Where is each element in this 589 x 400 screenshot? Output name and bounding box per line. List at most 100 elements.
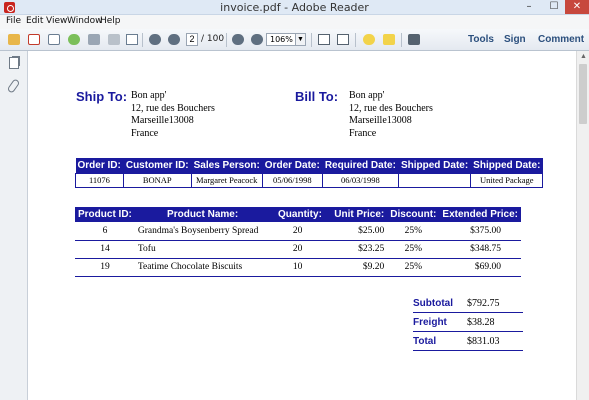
subtotal-row: Subtotal $792.75 [413, 294, 523, 313]
adobe-reader-icon [4, 2, 15, 13]
order-row: 11076 BONAP Margaret Peacock 05/06/1998 … [75, 172, 544, 188]
freight-value: $38.28 [467, 317, 495, 328]
product-cell: 25% [387, 240, 440, 259]
tools-button[interactable]: Tools [468, 34, 494, 45]
previous-page-icon[interactable] [147, 32, 163, 47]
expand-icon[interactable] [406, 32, 422, 47]
title-bar: invoice.pdf - Adobe Reader – ☐ ✕ [0, 0, 589, 15]
ship-to-line: France [131, 127, 159, 139]
maximize-button[interactable]: ☐ [549, 1, 559, 12]
email-icon[interactable] [124, 32, 140, 47]
toolbar-separator [355, 33, 356, 47]
order-header: Order Date: [262, 158, 323, 173]
page-number-input[interactable]: 2 [186, 33, 198, 46]
menu-edit[interactable]: Edit [26, 16, 44, 26]
bill-to-heading: Bill To: [295, 89, 339, 104]
bill-to-line: Marseille13008 [349, 115, 412, 126]
bill-to-address: Bon app' 12, rue des Bouchers Marseille1… [349, 90, 433, 140]
product-cell: 25% [387, 222, 440, 241]
page-total: / 100 [201, 34, 225, 44]
product-row: 19 Teatime Chocolate Biscuits 10 $9.20 2… [75, 258, 521, 277]
menu-help[interactable]: Help [100, 16, 121, 26]
order-header: Customer ID: [123, 158, 192, 173]
product-cell: $69.00 [439, 258, 521, 277]
window-title: invoice.pdf - Adobe Reader [220, 1, 369, 14]
product-header: Extended Price: [439, 207, 521, 222]
total-value: $831.03 [467, 336, 500, 347]
edit-icon[interactable] [46, 32, 62, 47]
scroll-up-icon[interactable]: ▲ [580, 53, 587, 60]
attachments-icon[interactable] [6, 78, 21, 94]
order-cell: Margaret Peacock [190, 172, 263, 188]
comment-button[interactable]: Comment [538, 34, 585, 45]
open-icon[interactable] [6, 32, 22, 47]
product-header: Quantity: [270, 207, 325, 222]
toolbar-separator [142, 33, 143, 47]
product-header: Discount: [387, 207, 440, 222]
print-icon[interactable] [106, 32, 122, 47]
order-cell: 05/06/1998 [261, 172, 323, 188]
zoom-out-icon[interactable] [230, 32, 246, 47]
order-cell [397, 172, 472, 188]
navigation-pane [0, 51, 28, 400]
zoom-in-icon[interactable] [249, 32, 265, 47]
close-button[interactable]: ✕ [565, 0, 589, 14]
comment-note-icon[interactable] [361, 32, 377, 47]
menu-view[interactable]: View [46, 16, 68, 26]
ship-to-line: Bon app' [131, 90, 167, 101]
ship-to-address: Bon app' 12, rue des Bouchers Marseille1… [131, 90, 215, 140]
product-cell: 6 [75, 222, 135, 241]
vertical-scrollbar[interactable]: ▲ [576, 51, 589, 400]
order-header: Required Date: [322, 158, 399, 173]
order-header: Shipped Date: [398, 158, 472, 173]
minimize-button[interactable]: – [526, 1, 532, 12]
order-header: Sales Person: [191, 158, 263, 173]
product-cell: $9.20 [324, 258, 388, 277]
product-cell: Grandma's Boysenberry Spread [134, 222, 271, 241]
product-cell: 20 [270, 240, 325, 259]
cloud-icon[interactable] [66, 32, 82, 47]
ship-to-line: 12, rue des Bouchers [131, 102, 215, 114]
product-row: 14 Tofu 20 $23.25 25% $348.75 [75, 240, 521, 259]
product-cell: 19 [75, 258, 135, 277]
order-header: Shipped Date: [470, 158, 544, 173]
product-cell: $348.75 [439, 240, 521, 259]
product-cell: $23.25 [324, 240, 388, 259]
order-cell: 11076 [75, 172, 124, 188]
menu-bar: File Edit View Window Help [0, 15, 589, 29]
sign-button[interactable]: Sign [504, 34, 526, 45]
product-cell: 10 [270, 258, 325, 277]
menu-window[interactable]: Window [67, 16, 103, 26]
subtotal-value: $792.75 [467, 298, 500, 309]
product-cell: 20 [270, 222, 325, 241]
menu-file[interactable]: File [6, 16, 22, 26]
ship-to-heading: Ship To: [76, 89, 128, 104]
order-header: Order ID: [75, 158, 124, 173]
product-cell: 25% [387, 258, 440, 277]
zoom-input[interactable]: 106% [266, 33, 296, 46]
toolbar: 2 / 100 106% ▼ Tools Sign Comment [0, 29, 589, 51]
bill-to-line: Bon app' [349, 90, 385, 101]
product-cell: Teatime Chocolate Biscuits [134, 258, 271, 277]
toolbar-separator [311, 33, 312, 47]
fit-width-icon[interactable] [335, 32, 351, 47]
product-cell: 14 [75, 240, 135, 259]
zoom-dropdown[interactable]: ▼ [295, 33, 306, 46]
fit-page-icon[interactable] [316, 32, 332, 47]
save-icon[interactable] [86, 32, 102, 47]
page-thumbnails-icon[interactable] [9, 57, 19, 69]
product-header: Product Name: [134, 207, 271, 222]
product-header: Product ID: [75, 207, 135, 222]
create-pdf-icon[interactable] [26, 32, 42, 47]
freight-label: Freight [413, 317, 447, 328]
product-cell: $25.00 [324, 222, 388, 241]
order-cell: BONAP [122, 172, 192, 188]
next-page-icon[interactable] [166, 32, 182, 47]
highlight-icon[interactable] [381, 32, 397, 47]
toolbar-separator [226, 33, 227, 47]
bill-to-line: France [349, 127, 377, 139]
products-table: Product ID: Product Name: Quantity: Unit… [75, 207, 521, 277]
order-cell: United Package [470, 172, 544, 188]
scroll-thumb[interactable] [579, 64, 587, 124]
product-cell: $375.00 [439, 222, 521, 241]
